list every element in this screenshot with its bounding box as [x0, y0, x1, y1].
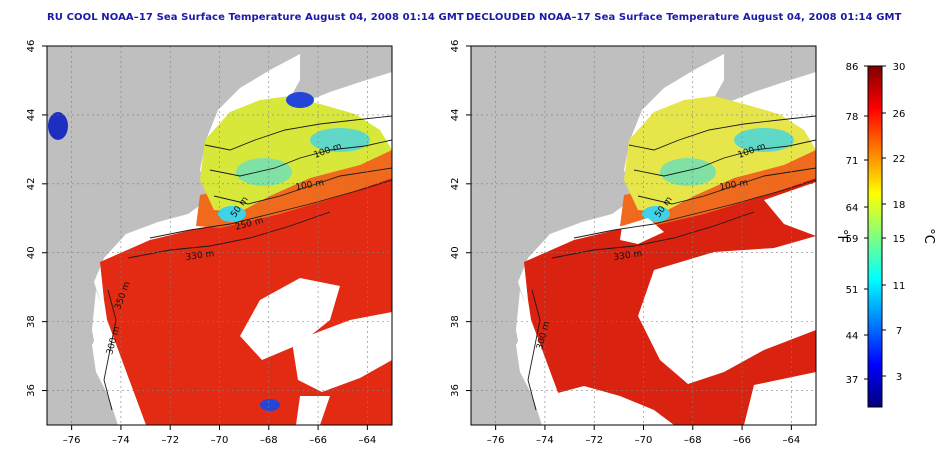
latitude-tick-label: 40	[450, 246, 461, 259]
longitude-tick-label: –70	[635, 435, 653, 446]
cloud-mask	[744, 372, 816, 425]
latitude-tick-label: 38	[26, 315, 37, 328]
celsius-tick-label: 11	[893, 281, 906, 292]
bathymetry-contour	[209, 139, 392, 177]
bathymetry-contour	[573, 179, 816, 239]
longitude-tick-label: –76	[487, 435, 505, 446]
fahrenheit-tick-label: 86	[846, 62, 859, 73]
bathymetry-contour	[637, 167, 816, 205]
cloud-mask	[764, 182, 816, 236]
latitude-tick-label: 46	[26, 40, 37, 53]
land-nova-scotia	[290, 46, 392, 102]
celsius-tick-label: 3	[896, 372, 902, 383]
latitude-tick-label: 40	[26, 246, 37, 259]
fahrenheit-tick-label: 78	[846, 112, 859, 123]
longitude-tick-label: –64	[358, 435, 376, 446]
bathymetry-contour	[127, 211, 331, 259]
left-map-title: RU COOL NOAA–17 Sea Surface Temperature …	[47, 12, 464, 23]
longitude-tick-label: –70	[211, 435, 229, 446]
longitude-tick-label: –76	[63, 435, 81, 446]
contour-label: 330 m	[613, 249, 643, 263]
contour-label: 330 m	[185, 249, 215, 263]
cloud-mask	[554, 386, 674, 425]
cloud-mask	[240, 278, 340, 360]
bathymetry-contour	[633, 139, 816, 177]
colorbar-scale	[867, 65, 883, 408]
cloud-mask	[292, 312, 392, 392]
latitude-tick-label: 36	[450, 384, 461, 397]
longitude-tick-label: –66	[309, 435, 327, 446]
longitude-tick-label: –64	[782, 435, 800, 446]
longitude-tick-label: –68	[684, 435, 702, 446]
temperature-colorbar: 86 78 71 64 59 51 44 37 30 26 22 18 15 11 7 3 °F °C	[834, 62, 936, 408]
celsius-tick-label: 26	[893, 109, 906, 120]
bathymetry-contour	[527, 289, 541, 411]
cloud-mask	[638, 236, 816, 384]
latitude-tick-label: 44	[26, 109, 37, 122]
fahrenheit-tick-label: 71	[846, 156, 859, 167]
bathymetry-contour	[149, 179, 392, 239]
right-map-title: DECLOUDED NOAA–17 Sea Surface Temperatur…	[466, 12, 902, 23]
bathymetry-contour	[628, 115, 816, 151]
longitude-tick-label: –72	[585, 435, 603, 446]
land-us-coast	[471, 46, 734, 425]
fahrenheit-tick-label: 59	[846, 234, 859, 245]
celsius-tick-label: 30	[893, 62, 906, 73]
celsius-tick-label: 22	[893, 154, 906, 165]
celsius-axis-label: °C	[921, 228, 936, 244]
latitude-tick-label: 44	[450, 109, 461, 122]
fahrenheit-tick-label: 51	[846, 285, 859, 296]
fahrenheit-tick-label: 37	[846, 375, 859, 386]
longitude-tick-label: –66	[733, 435, 751, 446]
bathymetry-contour	[213, 167, 392, 205]
latitude-tick-label: 46	[450, 40, 461, 53]
latitude-tick-label: 38	[450, 315, 461, 328]
celsius-tick-label: 15	[893, 234, 906, 245]
contour-label: 100 m	[295, 178, 325, 193]
contour-label: 100 m	[719, 178, 749, 193]
celsius-tick-label: 7	[896, 326, 902, 337]
longitude-tick-label: –74	[536, 435, 554, 446]
fahrenheit-axis-label: °F	[834, 229, 849, 243]
longitude-tick-label: –72	[161, 435, 179, 446]
bathymetry-contour	[103, 289, 117, 411]
land-nova-scotia	[714, 46, 816, 102]
longitude-tick-label: –74	[112, 435, 130, 446]
fahrenheit-tick-label: 64	[846, 203, 859, 214]
land-us-coast	[47, 46, 310, 425]
latitude-tick-label: 42	[26, 177, 37, 190]
longitude-tick-label: –68	[260, 435, 278, 446]
bathymetry-contour	[551, 211, 755, 259]
bathymetry-contour	[204, 115, 392, 151]
cloud-mask	[296, 396, 330, 425]
fahrenheit-tick-label: 44	[846, 331, 859, 342]
latitude-tick-label: 36	[26, 384, 37, 397]
celsius-tick-label: 18	[893, 200, 906, 211]
latitude-tick-label: 42	[450, 177, 461, 190]
